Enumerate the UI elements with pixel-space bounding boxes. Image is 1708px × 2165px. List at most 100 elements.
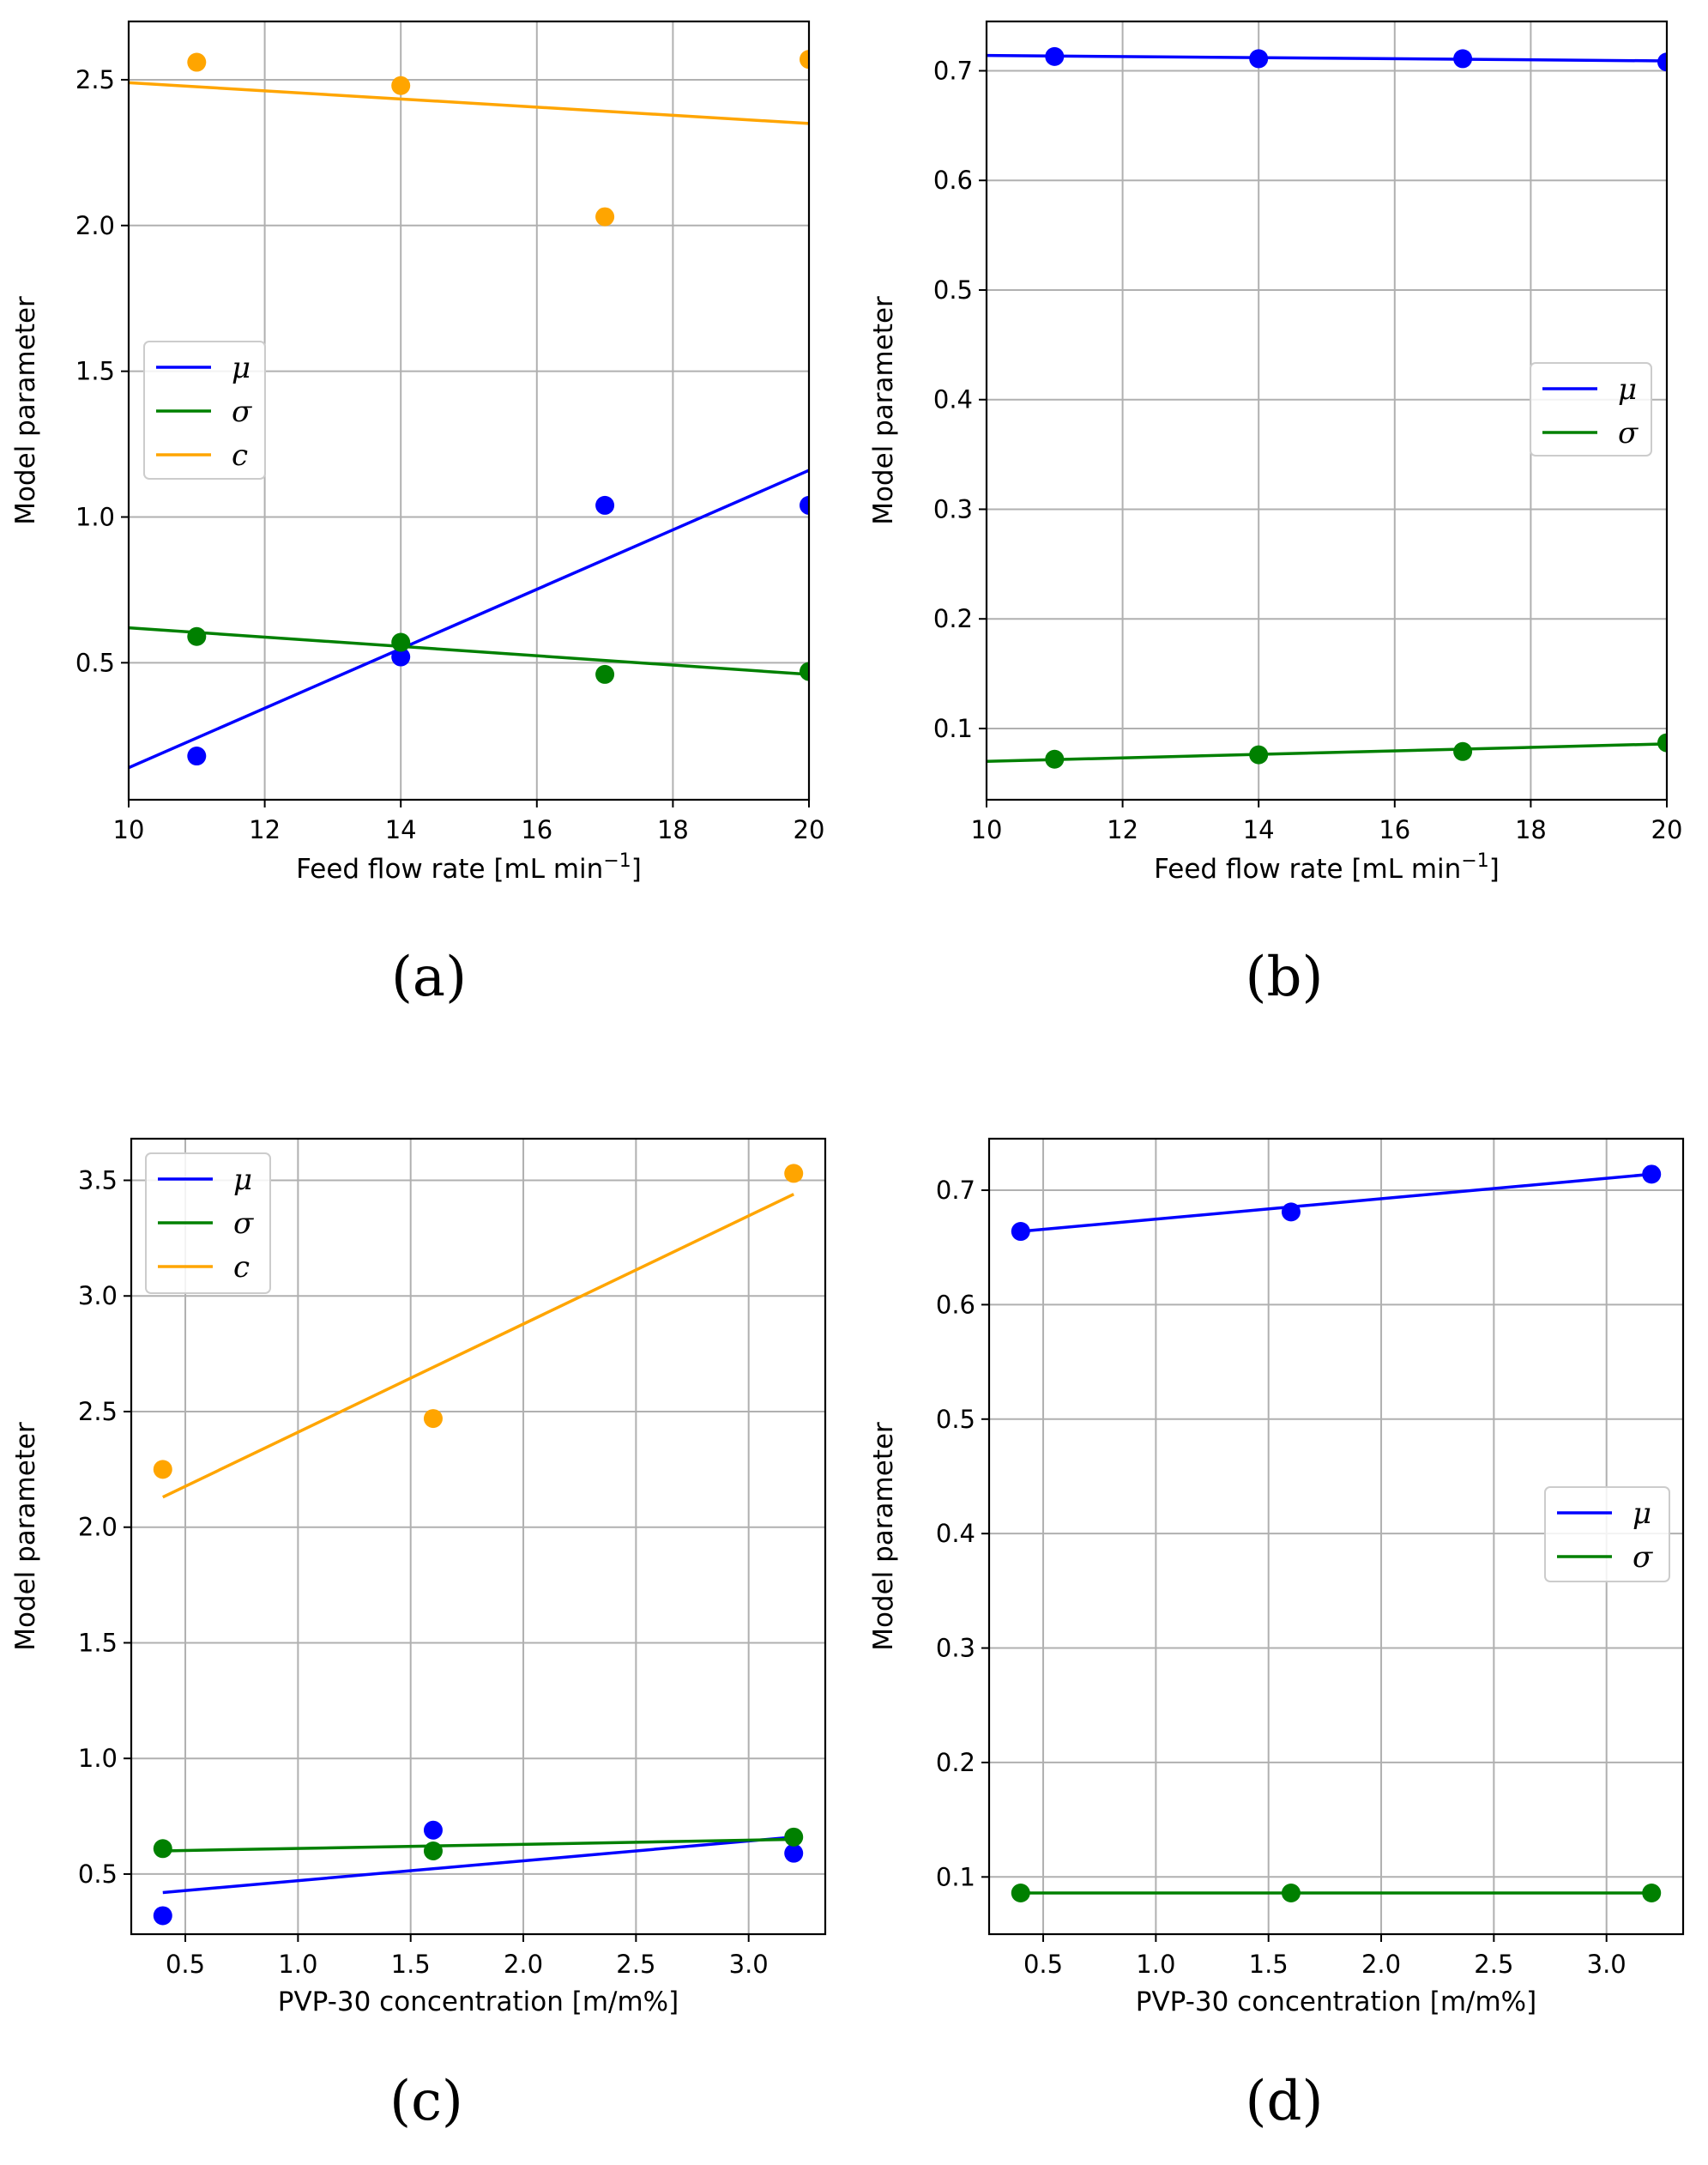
plot-area: [1011, 1164, 1662, 1902]
y-tick-label: 0.1: [936, 1862, 975, 1891]
data-point-mu: [1642, 1164, 1662, 1184]
x-axis-label-text: Feed flow rate [mL min: [296, 854, 603, 885]
data-point-mu: [1453, 49, 1473, 69]
x-tick-label: 1.5: [1249, 1950, 1289, 1979]
grid-lines: [989, 1139, 1683, 1934]
data-point-sigma: [187, 626, 207, 646]
x-axis-label: Feed flow rate [mL min−1]: [1154, 850, 1500, 885]
x-axis-label-end: ]: [1489, 854, 1500, 885]
x-axis-label: Feed flow rate [mL min−1]: [296, 850, 642, 885]
y-tick-label: 0.6: [933, 166, 973, 195]
panel-label: (c): [389, 2070, 463, 2133]
x-tick-label: 2.5: [616, 1950, 655, 1979]
data-point-sigma: [1281, 1883, 1301, 1902]
y-tick-label: 2.5: [75, 65, 115, 94]
y-tick-label: 0.7: [936, 1176, 975, 1205]
legend-label-mu: μ: [233, 1163, 252, 1197]
x-tick-label: 1.0: [278, 1950, 317, 1979]
x-axis-label-text: PVP-30 concentration [m/m%]: [278, 1987, 679, 2017]
data-point-mu: [391, 647, 411, 667]
x-tick-label: 10: [113, 815, 145, 844]
y-tick-label: 3.5: [78, 1166, 118, 1195]
data-point-sigma: [423, 1841, 443, 1860]
plot-area: [987, 46, 1667, 769]
legend-label-sigma: σ: [233, 1206, 254, 1241]
y-axis: 0.5 1.0 1.5 2.0 2.5 3.0 3.5: [78, 1166, 131, 1889]
y-tick-label: 2.5: [78, 1397, 118, 1426]
y-tick-label: 0.3: [936, 1634, 975, 1663]
x-axis: 0.5 1.0 1.5 2.0 2.5 3.0: [166, 1934, 769, 1979]
x-axis-label-exponent: −1: [1461, 850, 1488, 872]
axes-frame: [130, 1137, 827, 1936]
plot-area: [129, 50, 809, 770]
legend-label-mu: μ: [232, 351, 250, 385]
fit-line-sigma: [129, 626, 809, 676]
fit-line-sigma: [162, 1837, 794, 1853]
y-tick-label: 1.5: [78, 1628, 118, 1657]
data-point-sigma: [1453, 741, 1473, 761]
x-tick-label: 2.5: [1474, 1950, 1513, 1979]
x-tick-label: 12: [1107, 815, 1138, 844]
legend: μσ: [1530, 362, 1652, 457]
x-tick-label: 14: [1243, 815, 1275, 844]
y-tick-label: 0.2: [936, 1748, 975, 1777]
axes-frame: [127, 20, 811, 801]
fit-line-mu: [162, 1835, 794, 1895]
x-tick-label: 3.0: [729, 1950, 769, 1979]
data-point-c: [153, 1460, 172, 1479]
plot-area: [153, 1164, 804, 1926]
x-tick-label: 20: [1651, 815, 1683, 844]
y-tick-label: 2.0: [78, 1513, 118, 1542]
x-tick-label: 1.0: [1136, 1950, 1175, 1979]
x-tick-label: 18: [657, 815, 689, 844]
y-tick-label: 2.0: [75, 211, 115, 240]
data-point-mu: [1011, 1222, 1030, 1242]
data-point-sigma: [391, 632, 411, 652]
chart-panel-a: 10 12 14 16 18 20 0.5 1.0 1.5 2.0 2.5 Feed flow rat…: [10, 20, 825, 1009]
data-point-sigma: [1657, 733, 1667, 753]
data-point-sigma: [800, 662, 809, 681]
x-tick-label: 2.0: [1361, 1950, 1401, 1979]
axes-frame: [987, 1137, 1685, 1936]
chart-panel-b: 10 12 14 16 18 20 0.1 0.2 0.3 0.4 0.5 0.6 0.7 Feed fl…: [868, 20, 1683, 1009]
fit-line-c: [162, 1193, 794, 1499]
legend-label-sigma: σ: [1618, 416, 1639, 451]
y-tick-label: 0.7: [933, 56, 973, 85]
x-tick-label: 16: [521, 815, 552, 844]
y-tick-label: 0.4: [936, 1519, 975, 1548]
x-axis-label-end: ]: [631, 854, 642, 885]
grid-lines: [986, 21, 1668, 800]
chart-panel-d: 0.5 1.0 1.5 2.0 2.5 3.0 0.1 0.2 0.3 0.4 0.5 0.6 0.7 P…: [868, 1137, 1685, 2133]
y-axis-label: Model parameter: [868, 1422, 899, 1651]
x-tick-label: 2.0: [504, 1950, 543, 1979]
y-axis-label: Model parameter: [868, 296, 899, 525]
data-point-sigma: [784, 1827, 804, 1847]
y-axis-label: Model parameter: [10, 1422, 41, 1651]
x-axis-label-text: Feed flow rate [mL min: [1154, 854, 1461, 885]
legend-label-mu: μ: [1633, 1497, 1651, 1531]
fit-line-mu: [1020, 1172, 1652, 1233]
data-point-c: [391, 76, 411, 95]
x-tick-label: 10: [971, 815, 1003, 844]
data-point-mu: [187, 747, 207, 766]
legend: μσc: [145, 1152, 271, 1294]
x-axis: 10 12 14 16 18 20: [971, 800, 1683, 844]
panel-label: (b): [1246, 946, 1324, 1009]
x-tick-label: 3.0: [1587, 1950, 1627, 1979]
x-tick-label: 0.5: [166, 1950, 205, 1979]
legend-label-sigma: σ: [232, 395, 252, 429]
y-axis: 0.5 1.0 1.5 2.0 2.5: [75, 65, 129, 677]
y-tick-label: 0.4: [933, 385, 973, 414]
x-tick-label: 20: [794, 815, 825, 844]
x-tick-label: 12: [249, 815, 281, 844]
y-axis-label: Model parameter: [10, 296, 41, 525]
fit-line-mu: [129, 469, 809, 770]
fit-line-c: [129, 81, 809, 125]
data-point-sigma: [1249, 745, 1269, 765]
legend: μσc: [143, 341, 266, 480]
data-point-sigma: [153, 1839, 172, 1859]
data-point-c: [187, 52, 207, 72]
x-tick-label: 18: [1515, 815, 1547, 844]
data-point-c: [595, 207, 615, 227]
data-point-c: [784, 1164, 804, 1183]
